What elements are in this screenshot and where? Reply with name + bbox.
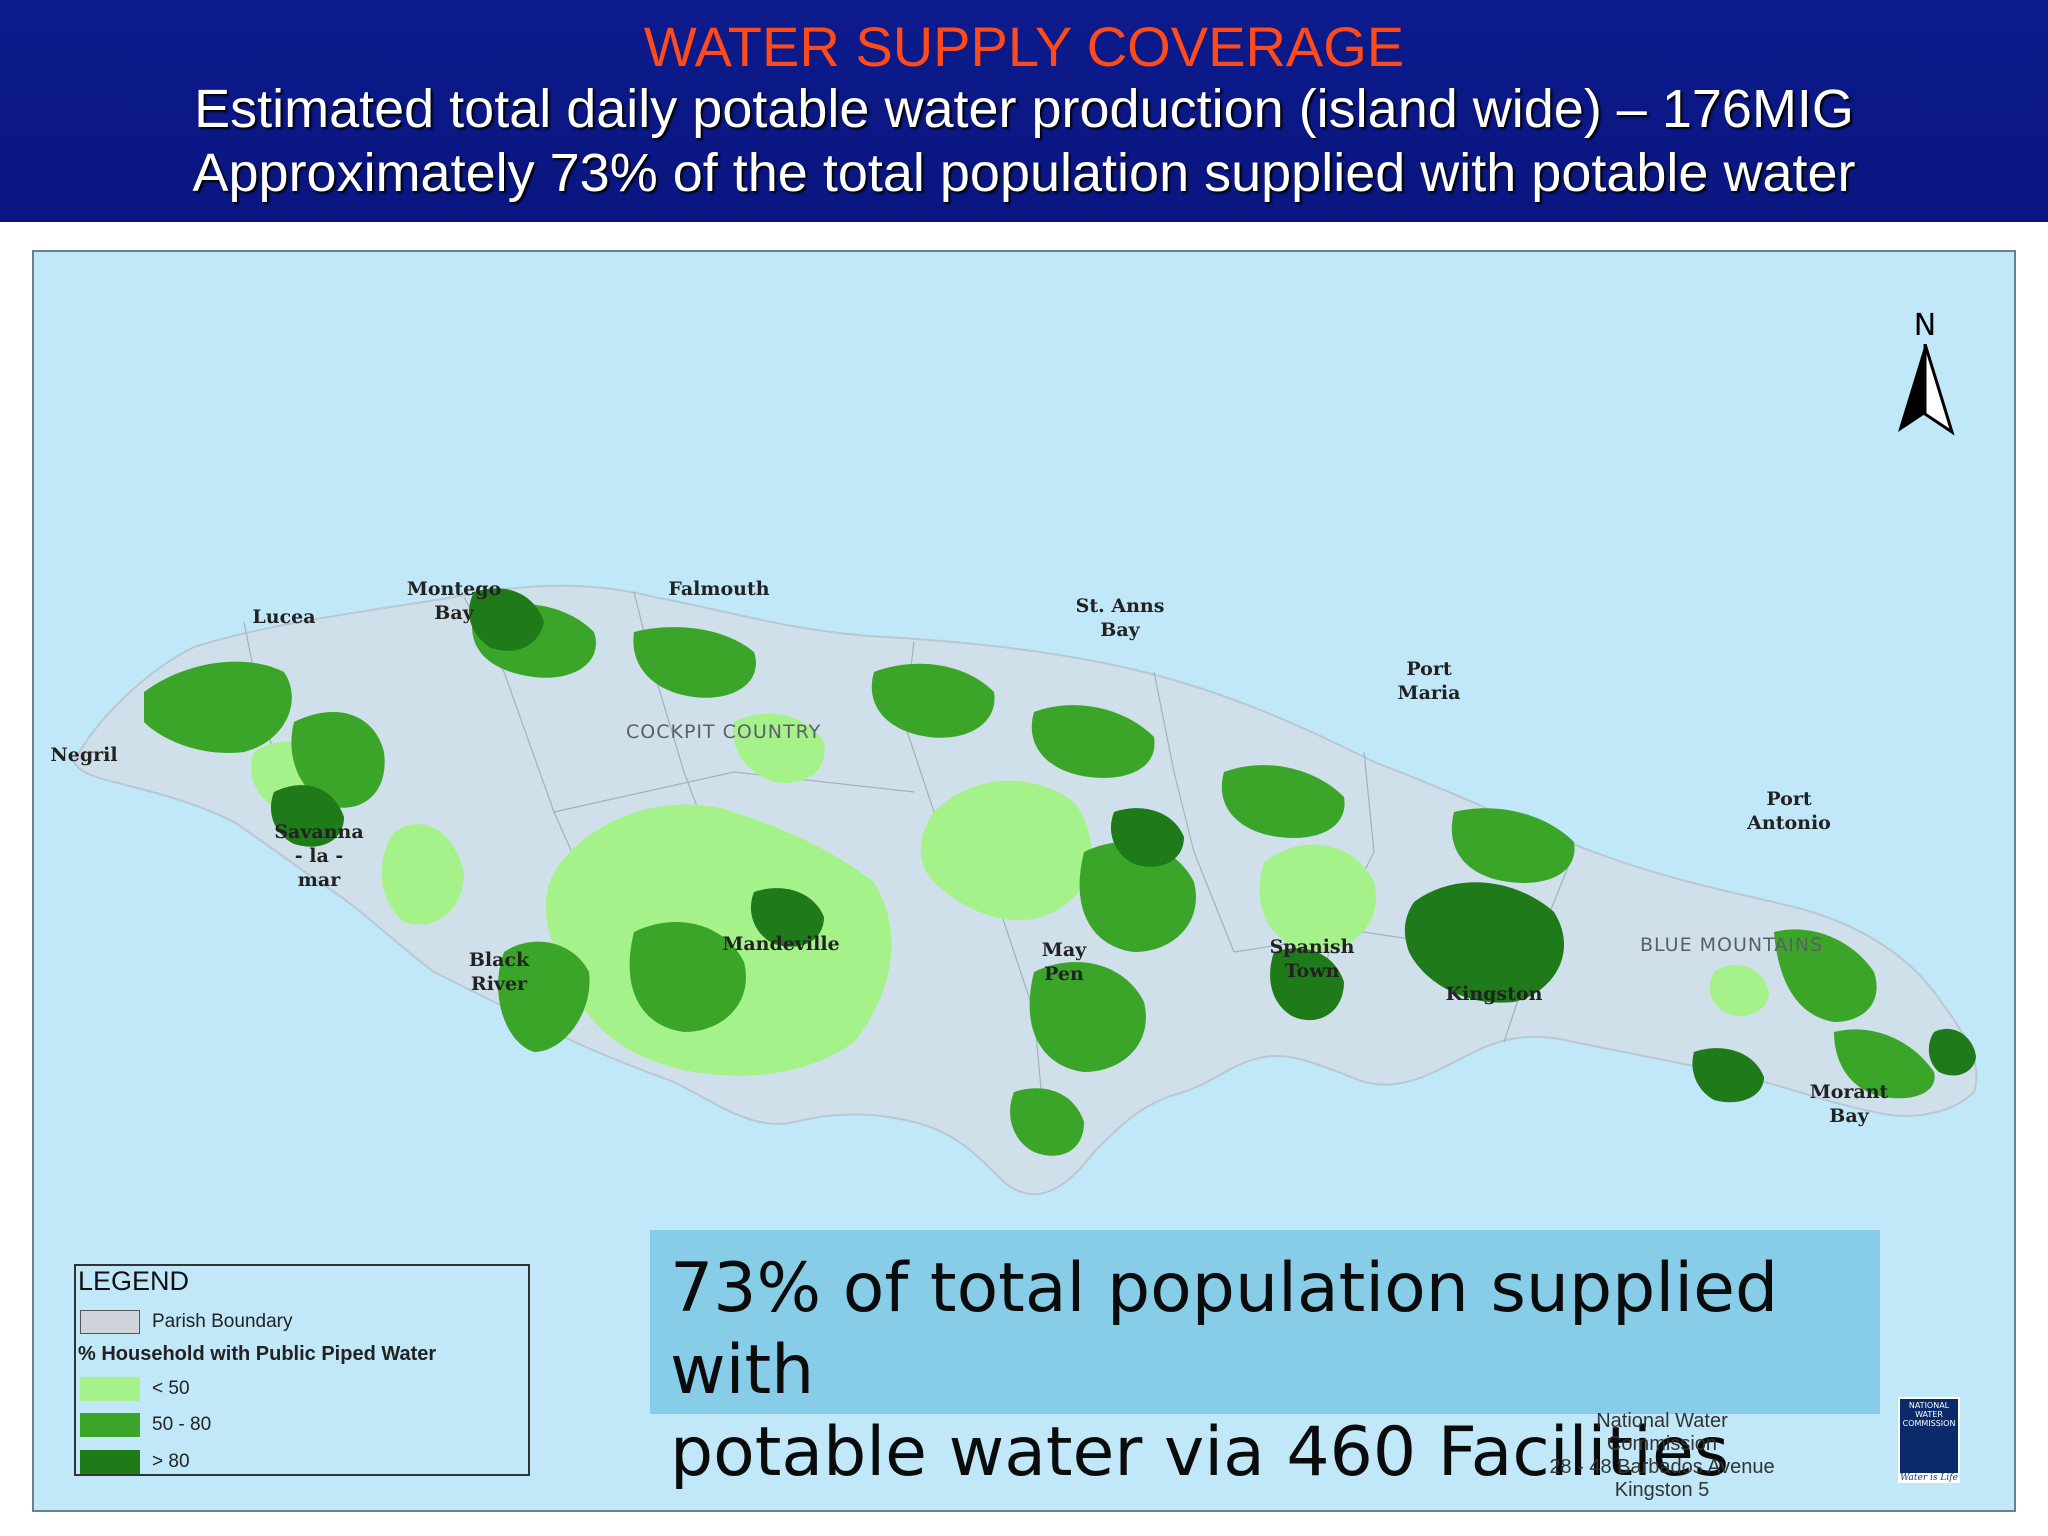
- north-label: N: [1913, 308, 1937, 343]
- credit-line-2: 28 - 48 Barbados Avenue: [1549, 1456, 1775, 1478]
- place-montego-bay: Montego Bay: [406, 578, 502, 624]
- subtitle-production: Estimated total daily potable water prod…: [194, 79, 1854, 139]
- legend-label-parish: Parish Boundary: [152, 1311, 293, 1332]
- legend-heading: % Household with Public Piped Water: [78, 1343, 437, 1365]
- place-black-river: Black River: [468, 949, 530, 995]
- population-callout: 73% of total population supplied with po…: [650, 1230, 1880, 1492]
- callout-line-2: potable water via 460 Facilities: [670, 1413, 1730, 1492]
- place-may-pen: May Pen: [1041, 939, 1087, 985]
- high-coverage-areas: [270, 588, 1976, 1103]
- legend-label-low: < 50: [152, 1378, 190, 1399]
- place-negril: Negril: [50, 744, 118, 766]
- island-shape: [72, 584, 1978, 1196]
- title-banner: WATER SUPPLY COVERAGE Estimated total da…: [0, 0, 2048, 222]
- legend-swatch-parish: [80, 1310, 140, 1334]
- nwc-credit: National Water Commission 28 - 48 Barbad…: [1544, 1410, 1780, 1502]
- map-legend: LEGEND Parish Boundary % Household with …: [74, 1264, 530, 1476]
- region-blue-mountains: BLUE MOUNTAINS: [1640, 934, 1824, 956]
- legend-title: LEGEND: [78, 1266, 190, 1296]
- place-savanna-la-mar: Savanna - la - mar: [274, 821, 364, 891]
- region-cockpit-country: COCKPIT COUNTRY: [626, 721, 822, 743]
- legend-label-mid: 50 - 80: [152, 1414, 212, 1435]
- credit-line-1: National Water Commission: [1596, 1410, 1728, 1455]
- place-st-anns-bay: St. Anns Bay: [1075, 595, 1165, 641]
- place-mandeville: Mandeville: [722, 933, 840, 955]
- callout-text: 73% of total population supplied with po…: [670, 1248, 1880, 1494]
- place-lucea: Lucea: [252, 606, 316, 628]
- legend-swatch-mid: [80, 1413, 140, 1437]
- subtitle-population: Approximately 73% of the total populatio…: [192, 143, 1856, 203]
- logo-text: NATIONAL WATER COMMISSION: [1902, 1401, 1956, 1428]
- mid-coverage-areas: [144, 603, 1935, 1156]
- legend-label-high: > 80: [152, 1451, 190, 1472]
- credit-line-3: Kingston 5: [1614, 1479, 1710, 1501]
- callout-line-1: 73% of total population supplied with: [670, 1249, 1779, 1410]
- place-port-antonio: Port Antonio: [1747, 788, 1831, 834]
- jamaica-coverage-map: Negril Lucea Montego Bay Falmouth St. An…: [32, 250, 2016, 1512]
- place-port-maria: Port Maria: [1397, 658, 1461, 704]
- place-spanish-town: Spanish Town: [1269, 936, 1355, 982]
- low-coverage-areas: [250, 713, 1769, 1076]
- legend-swatch-low: [80, 1377, 140, 1401]
- logo-slogan: Water is Life: [1900, 1473, 1958, 1483]
- place-morant-bay: Morant Bay: [1809, 1081, 1889, 1127]
- north-arrow-icon: N: [1890, 308, 1960, 438]
- place-kingston: Kingston: [1445, 983, 1543, 1005]
- slide-title: WATER SUPPLY COVERAGE: [643, 15, 1405, 78]
- legend-swatch-high: [80, 1450, 140, 1474]
- nwc-logo: NATIONAL WATER COMMISSION Water is Life: [1898, 1397, 1960, 1483]
- place-falmouth: Falmouth: [668, 578, 770, 600]
